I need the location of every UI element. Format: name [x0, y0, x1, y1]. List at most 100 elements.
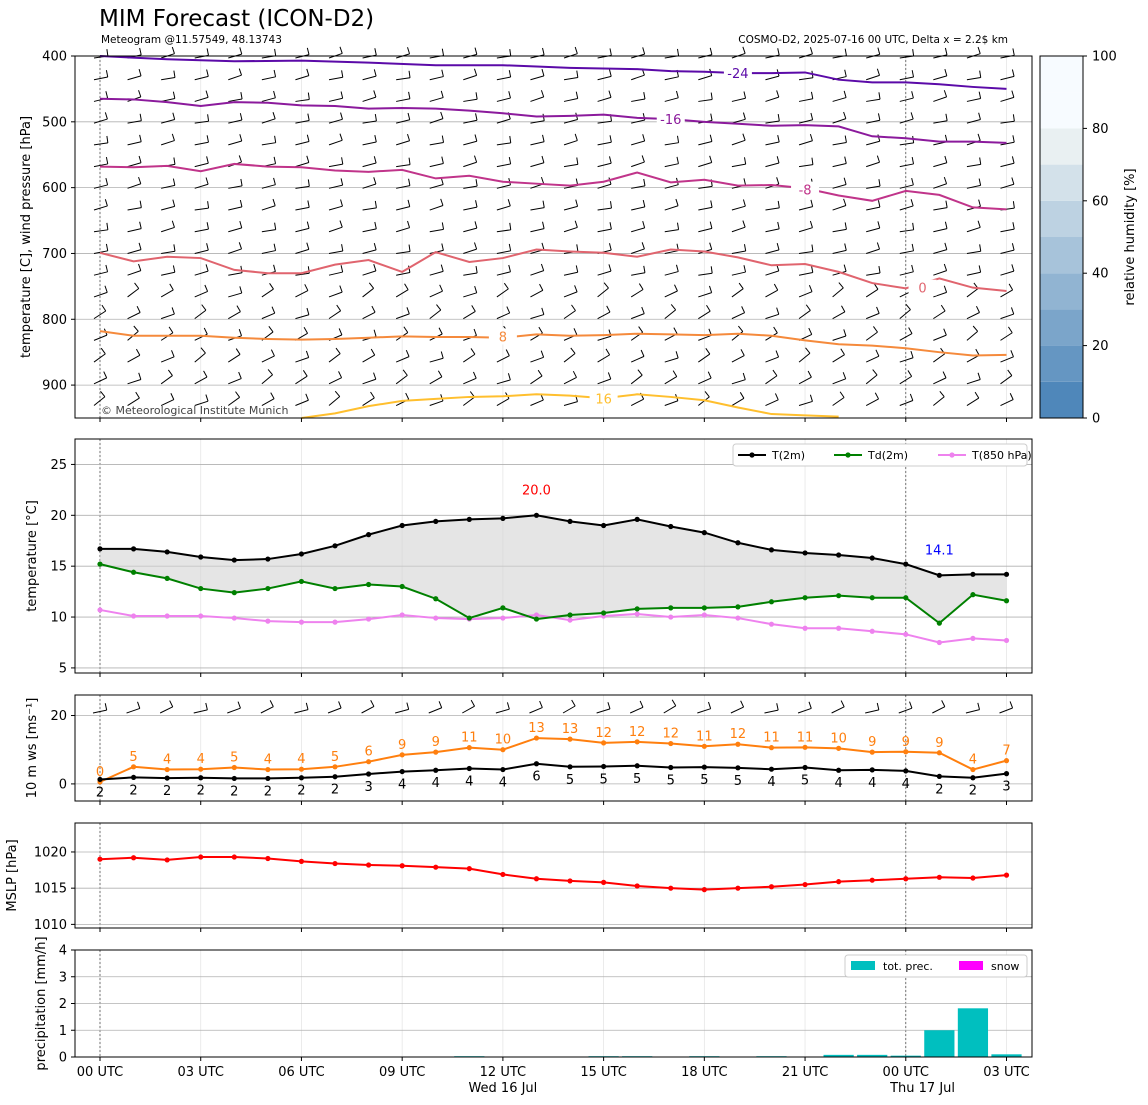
gust-point [466, 745, 472, 751]
wind-barb-flag [974, 391, 980, 399]
mslp-point [869, 877, 875, 883]
wind-barb-flag [742, 199, 746, 207]
series-t2m-point [97, 546, 103, 552]
wind-barb-shaft [966, 354, 980, 363]
wind-barb-shaft [362, 287, 374, 298]
wind-barb-shaft [698, 292, 712, 298]
series-td2m-point [533, 616, 540, 622]
wind-barb-shaft [597, 378, 611, 385]
gust-point [567, 736, 573, 742]
wind-barb [597, 264, 612, 276]
wind-barb-shaft [832, 335, 847, 341]
mslp-point [836, 879, 842, 885]
wind-barb [228, 221, 243, 233]
wind-barb-flag [273, 243, 277, 251]
wind-barb [194, 394, 209, 406]
wind-barb [597, 90, 612, 102]
wind-barb [899, 112, 914, 124]
isotherm-label-bg [589, 390, 618, 407]
wind-barb [228, 178, 243, 189]
wind-barb-shaft [597, 228, 612, 233]
legend-box [844, 954, 1028, 978]
wind-barb-flag [943, 285, 948, 293]
wind-barb-flag [675, 351, 679, 359]
wind-barb-flag [138, 372, 142, 380]
wind-barb-shaft [261, 355, 275, 363]
surface-wind-barb-shaft [327, 707, 342, 714]
gust-label: 4 [264, 753, 272, 768]
wind-barb [899, 222, 915, 233]
wind-barb-flag [138, 155, 142, 163]
wind-barb-flag [876, 306, 880, 314]
wind-barb-shaft [161, 77, 176, 81]
series-t850-point [365, 616, 372, 622]
gust-label: 5 [230, 750, 238, 765]
wind-barb [664, 370, 678, 385]
wind-barb [93, 347, 106, 363]
legend-label: snow [991, 960, 1019, 973]
wind-barb-shaft [698, 185, 713, 189]
wind-barb-shaft [631, 161, 645, 168]
wind-barb-flag [403, 326, 409, 333]
wind-barb [295, 284, 309, 298]
wind-barb [966, 325, 979, 341]
colorbar-band [1040, 200, 1083, 237]
wind-barb [261, 222, 277, 233]
wind-barb-flag [238, 68, 243, 76]
wind-barb-flag [306, 242, 310, 250]
wind-barb [194, 304, 207, 320]
wind-barb-shaft [396, 140, 410, 146]
wind-barb-flag [742, 46, 746, 54]
wind-barb-shaft [127, 228, 142, 233]
wind-barb-shaft [731, 118, 746, 124]
wind-barb-shaft [362, 249, 377, 254]
gust-point [768, 745, 775, 751]
wind-barb [328, 347, 341, 363]
wind-barb [194, 69, 209, 81]
series-t2m-point [836, 552, 842, 558]
wind-barb-flag [167, 369, 173, 376]
wind-barb-shaft [160, 140, 175, 146]
wind-barb [463, 391, 475, 406]
wind-barb-flag [440, 90, 444, 98]
series-td2m-point [936, 620, 942, 626]
wind-barb-flag [641, 155, 645, 163]
wind-barb [127, 282, 140, 298]
mslp-point [332, 860, 338, 867]
mean-wind-label: 4 [398, 778, 406, 793]
wind-barb-flag [274, 222, 277, 230]
wind-barb-flag [609, 243, 612, 251]
surface-wind-barb-shaft [965, 709, 980, 714]
wind-barb [463, 328, 477, 341]
wind-barb [194, 201, 210, 211]
wind-barb [295, 134, 310, 146]
wind-barb-flag [374, 200, 377, 208]
wind-barb-flag [610, 201, 612, 209]
mslp-ytick-label: 1015 [34, 882, 67, 897]
wind-barb-flag [1011, 156, 1015, 164]
surface-wind-barb-flag [1009, 701, 1014, 709]
wind-barb-flag [507, 373, 511, 381]
surface-wind-barb-flag [977, 702, 980, 710]
wind-barb [228, 305, 241, 320]
wind-barb-shaft [396, 77, 411, 81]
wind-barb-flag [373, 242, 377, 250]
wind-barb-flag [475, 179, 478, 187]
wind-barb-shaft [463, 227, 477, 233]
colorbar-tick-label: 20 [1092, 339, 1109, 354]
wind-barb-flag [339, 133, 343, 141]
wind-barb-shaft [127, 183, 141, 189]
wind-barb-shaft [798, 376, 812, 385]
wind-barb [597, 69, 612, 81]
gust-point [130, 764, 137, 770]
wind-barb [731, 220, 746, 233]
wind-barb-shaft [631, 74, 645, 81]
colorbar-band [1040, 128, 1083, 165]
wind-barb-shaft [899, 271, 914, 276]
wind-barb-flag [576, 244, 579, 252]
surface-wind-barb-flag [876, 702, 880, 710]
isotherm-line [99, 162, 1007, 211]
wind-barb-shaft [429, 309, 442, 320]
wind-barb-shaft [295, 248, 309, 254]
gust-label: 4 [969, 753, 977, 768]
